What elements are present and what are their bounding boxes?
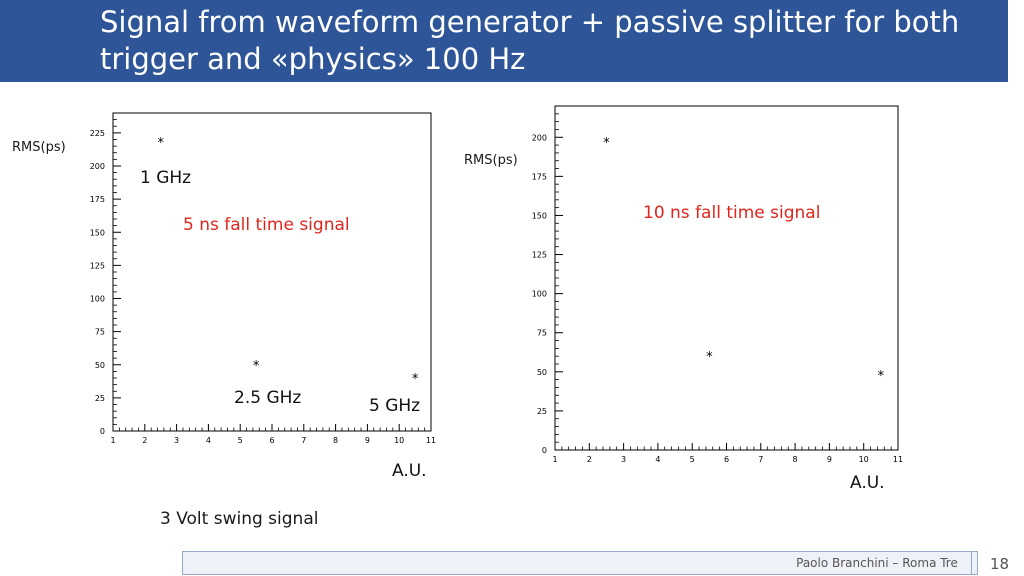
x-tick-label: 2 xyxy=(142,436,147,445)
left-fall-time-label: 5 ns fall time signal xyxy=(183,215,350,235)
y-tick-label: 25 xyxy=(95,394,105,403)
y-tick-label: 75 xyxy=(537,329,547,338)
x-tick-label: 5 xyxy=(238,436,243,445)
footer-author: Paolo Branchini – Roma Tre xyxy=(783,552,972,574)
x-tick-label: 7 xyxy=(301,436,306,445)
y-tick-label: 200 xyxy=(532,133,547,142)
y-tick-label: 175 xyxy=(90,195,105,204)
data-point: * xyxy=(878,369,885,384)
data-point: * xyxy=(603,136,610,151)
data-point: * xyxy=(706,350,713,365)
x-tick-label: 1 xyxy=(552,455,557,464)
x-tick-label: 6 xyxy=(724,455,729,464)
right-xlabel: A.U. xyxy=(850,473,885,493)
y-tick-label: 125 xyxy=(532,251,547,260)
plot-frame xyxy=(554,105,899,451)
plot-frame xyxy=(112,112,432,432)
label-5ghz: 5 GHz xyxy=(369,396,421,416)
x-tick-label: 4 xyxy=(655,455,660,464)
slide-title: Signal from waveform generator + passive… xyxy=(100,5,960,76)
data-point: * xyxy=(412,372,419,387)
x-tick-label: 7 xyxy=(758,455,763,464)
y-tick-label: 0 xyxy=(100,427,105,436)
y-tick-label: 0 xyxy=(542,446,547,455)
x-tick-label: 6 xyxy=(269,436,274,445)
x-tick-label: 4 xyxy=(206,436,211,445)
x-tick-label: 2 xyxy=(587,455,592,464)
left-xlabel: A.U. xyxy=(392,461,427,481)
label-2-5ghz: 2.5 GHz xyxy=(234,388,302,408)
y-tick-label: 25 xyxy=(537,407,547,416)
x-tick-label: 1 xyxy=(110,436,115,445)
y-tick-label: 150 xyxy=(90,228,105,237)
left-ylabel: RMS(ps) xyxy=(12,140,66,155)
y-tick-label: 75 xyxy=(95,328,105,337)
data-point: * xyxy=(157,136,164,151)
y-tick-label: 100 xyxy=(532,290,547,299)
y-tick-label: 200 xyxy=(90,162,105,171)
x-tick-label: 8 xyxy=(333,436,338,445)
page-number: 18 xyxy=(990,555,1010,573)
title-bar: Signal from waveform generator + passive… xyxy=(0,0,1008,82)
x-tick-label: 5 xyxy=(690,455,695,464)
x-tick-label: 9 xyxy=(827,455,832,464)
caption: 3 Volt swing signal xyxy=(160,509,319,529)
y-tick-label: 50 xyxy=(95,361,105,370)
footer-bar: Paolo Branchini – Roma Tre xyxy=(182,551,978,575)
y-tick-label: 100 xyxy=(90,295,105,304)
x-tick-label: 3 xyxy=(174,436,179,445)
y-tick-label: 225 xyxy=(90,129,105,138)
x-tick-label: 9 xyxy=(365,436,370,445)
y-tick-label: 175 xyxy=(532,172,547,181)
y-tick-label: 150 xyxy=(532,211,547,220)
x-tick-label: 10 xyxy=(859,455,869,464)
x-tick-label: 11 xyxy=(893,455,903,464)
x-tick-label: 8 xyxy=(793,455,798,464)
y-tick-label: 50 xyxy=(537,368,547,377)
y-tick-label: 125 xyxy=(90,261,105,270)
x-tick-label: 11 xyxy=(426,436,436,445)
right-fall-time-label: 10 ns fall time signal xyxy=(643,203,821,223)
x-tick-label: 3 xyxy=(621,455,626,464)
label-1ghz: 1 GHz xyxy=(140,168,192,188)
data-point: * xyxy=(253,359,260,374)
right-ylabel: RMS(ps) xyxy=(464,153,518,168)
x-tick-label: 10 xyxy=(394,436,404,445)
